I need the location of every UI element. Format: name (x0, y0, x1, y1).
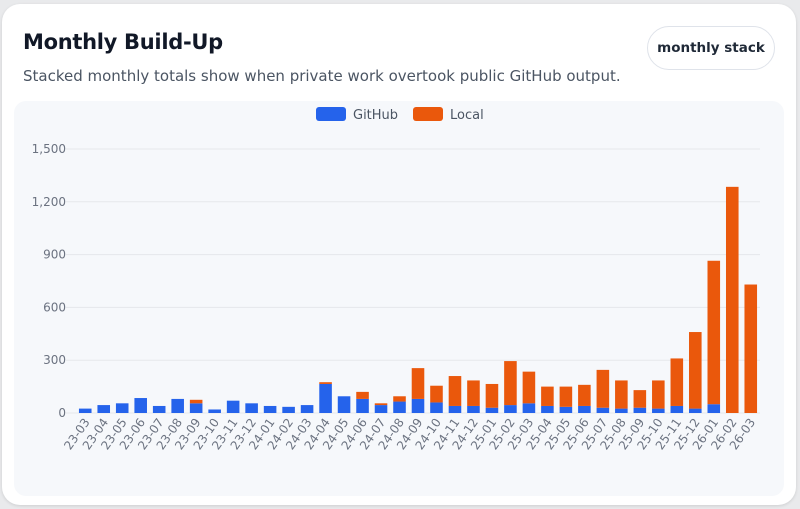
bar-github-25-12[interactable] (689, 408, 702, 413)
bar-github-25-07[interactable] (596, 407, 610, 413)
bar-github-24-08[interactable] (393, 401, 406, 413)
bar-local-26-02[interactable] (725, 186, 739, 413)
legend: GitHub Local (316, 107, 484, 123)
card-subtitle: Stacked monthly totals show when private… (23, 67, 621, 85)
bar-local-25-10[interactable] (652, 380, 665, 409)
bar-github-23-09[interactable] (189, 403, 203, 413)
bar-local-24-10[interactable] (430, 385, 443, 403)
bar-local-26-01[interactable] (707, 260, 721, 405)
bar-github-24-06[interactable] (356, 398, 369, 413)
card-title: Monthly Build-Up (23, 30, 223, 54)
monthly-stack-button[interactable]: monthly stack (647, 26, 775, 70)
legend-swatch-local[interactable] (413, 107, 443, 121)
bar-github-24-05[interactable] (337, 396, 351, 413)
bar-local-25-05[interactable] (559, 386, 573, 407)
bar-local-24-12[interactable] (467, 380, 480, 406)
y-tick-label: 300 (43, 353, 66, 367)
bar-github-25-05[interactable] (559, 406, 573, 413)
bar-local-24-11[interactable] (448, 376, 462, 406)
bar-github-24-02[interactable] (282, 406, 295, 413)
bar-github-24-09[interactable] (411, 398, 425, 413)
bar-github-25-04[interactable] (541, 405, 554, 413)
y-tick-label: 0 (58, 406, 66, 420)
legend-label-github[interactable]: GitHub (353, 108, 398, 123)
bar-github-24-10[interactable] (430, 402, 443, 413)
bar-github-23-06[interactable] (134, 398, 147, 413)
bar-github-25-02[interactable] (504, 405, 517, 413)
bar-local-23-09[interactable] (189, 399, 203, 404)
bar-local-24-06[interactable] (356, 391, 369, 399)
bar-local-25-12[interactable] (689, 332, 702, 409)
bar-github-23-08[interactable] (171, 398, 184, 413)
bar-local-26-03[interactable] (744, 284, 758, 413)
bar-local-25-07[interactable] (596, 369, 610, 408)
bar-github-25-08[interactable] (615, 408, 628, 413)
y-tick-label: 600 (43, 300, 66, 314)
bar-local-25-01[interactable] (485, 383, 499, 408)
bar-github-23-05[interactable] (115, 403, 129, 413)
bar-local-25-04[interactable] (541, 386, 554, 406)
bar-github-23-11[interactable] (226, 400, 240, 413)
y-tick-label: 900 (43, 248, 66, 262)
y-axis: 0 300 600 900 1,200 1,500 (32, 142, 66, 420)
bar-local-25-06[interactable] (578, 384, 591, 406)
legend-label-local[interactable]: Local (450, 108, 484, 123)
bar-local-25-03[interactable] (522, 371, 536, 404)
bar-github-23-12[interactable] (245, 403, 258, 413)
bar-github-23-03[interactable] (78, 408, 92, 413)
bar-github-23-10[interactable] (208, 409, 221, 413)
bar-local-25-09[interactable] (633, 390, 647, 408)
bar-github-25-09[interactable] (633, 407, 647, 413)
bar-github-24-11[interactable] (448, 405, 462, 413)
bar-local-24-07[interactable] (374, 403, 388, 406)
bar-local-24-09[interactable] (411, 368, 425, 399)
bar-local-24-04[interactable] (319, 382, 332, 384)
legend-swatch-github[interactable] (316, 107, 346, 121)
bar-github-25-06[interactable] (578, 405, 591, 413)
bar-local-24-08[interactable] (393, 396, 406, 402)
bar-github-24-01[interactable] (263, 405, 277, 413)
bar-github-24-12[interactable] (467, 405, 480, 413)
bar-local-25-11[interactable] (670, 358, 684, 406)
bar-local-25-08[interactable] (615, 380, 628, 409)
chart-panel (14, 101, 784, 496)
bar-github-25-01[interactable] (485, 407, 499, 413)
y-tick-label: 1,200 (32, 195, 66, 209)
bar-github-24-07[interactable] (374, 405, 388, 413)
bar-github-25-03[interactable] (522, 403, 536, 413)
bar-github-25-11[interactable] (670, 405, 684, 413)
bars (78, 186, 758, 413)
bar-github-23-04[interactable] (97, 405, 111, 413)
bar-github-23-07[interactable] (152, 405, 166, 413)
bar-github-26-01[interactable] (707, 404, 721, 413)
bar-local-25-02[interactable] (504, 361, 517, 406)
bar-github-24-04[interactable] (319, 383, 332, 413)
x-axis: 23-0323-0423-0523-0623-0723-0823-0923-10… (61, 416, 758, 453)
y-tick-label: 1,500 (32, 142, 66, 156)
bar-github-25-10[interactable] (652, 408, 665, 413)
bar-github-24-03[interactable] (300, 405, 314, 413)
